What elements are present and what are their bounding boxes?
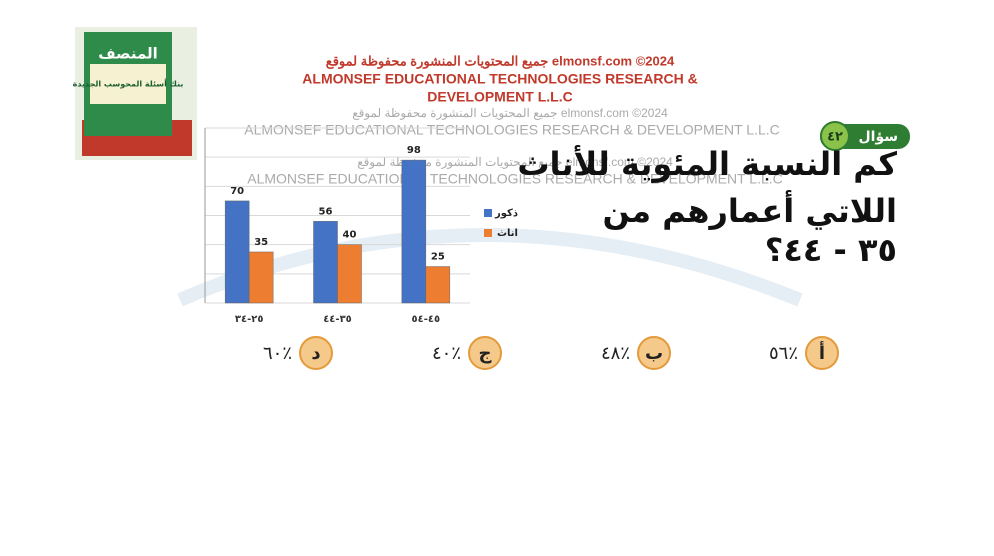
legend-swatch: [484, 209, 492, 217]
book-panel: [90, 64, 166, 104]
option-text: ٤٨٪: [601, 343, 630, 364]
bar: [425, 266, 451, 304]
x-tick-label: ٣٥-٤٤: [323, 314, 352, 325]
badge-label: سؤال: [859, 129, 899, 145]
badge-circle: [820, 121, 850, 151]
question-line: كم النسبة المئوية للأناث: [517, 144, 897, 183]
option-circle: [637, 336, 671, 370]
x-tick-label: ٢٥-٣٤: [235, 314, 264, 325]
option-letter: د: [311, 343, 320, 364]
watermark-faint: جميع المحتويات المنشورة محفوظة لموقع elm…: [352, 106, 668, 120]
legend-swatch: [484, 229, 492, 237]
option-text: ٥٦٪: [769, 343, 798, 364]
option-text: ٤٠٪: [432, 343, 461, 364]
option-text: ٦٠٪: [263, 343, 292, 364]
option-letter: ب: [645, 343, 663, 364]
data-label: 98: [407, 145, 421, 156]
option-circle: [468, 336, 502, 370]
x-tick-label: ٤٥-٥٤: [412, 314, 441, 325]
watermark-arabic: جميع المحتويات المنشورة محفوظة لموقع elm…: [326, 53, 675, 69]
option-letter: ج: [479, 343, 492, 364]
watermark-faint: جميع المحتويات المنشورة محفوظة لموقع elm…: [357, 155, 673, 169]
legend-label: ذكور: [494, 208, 518, 219]
bar: [401, 159, 427, 304]
watermark-english: DEVELOPMENT L.L.C: [427, 89, 572, 105]
badge-number: ٤٢: [827, 130, 843, 145]
data-label: 35: [254, 237, 268, 248]
book-cover: المنصف بنك أسئلة المحوسب الجديدة: [73, 27, 197, 160]
option-circle: [299, 336, 333, 370]
data-label: 25: [431, 252, 445, 263]
question-line: ٣٥ - ٤٤؟: [765, 231, 897, 269]
bar: [337, 244, 362, 304]
legend-label: اناث: [497, 228, 518, 239]
bar: [224, 200, 250, 304]
bar: [248, 251, 274, 304]
book-subtitle: بنك أسئلة المحوسب الجديدة: [73, 79, 184, 89]
option-circle: [805, 336, 839, 370]
question-line: اللاتي أعمارهم من: [602, 190, 897, 230]
bar: [313, 221, 338, 304]
book-title: المنصف: [98, 45, 158, 63]
data-label: 70: [230, 186, 244, 197]
option-letter: أ: [819, 341, 825, 364]
watermark-faint: ALMONSEF EDUCATIONAL TECHNOLOGIES RESEAR…: [244, 122, 780, 138]
watermark-english: ALMONSEF EDUCATIONAL TECHNOLOGIES RESEAR…: [302, 71, 697, 87]
data-label: 40: [343, 230, 357, 241]
watermark-faint: ALMONSEF EDUCATIONAL TECHNOLOGIES RESEAR…: [247, 171, 783, 187]
data-label: 56: [319, 206, 333, 217]
